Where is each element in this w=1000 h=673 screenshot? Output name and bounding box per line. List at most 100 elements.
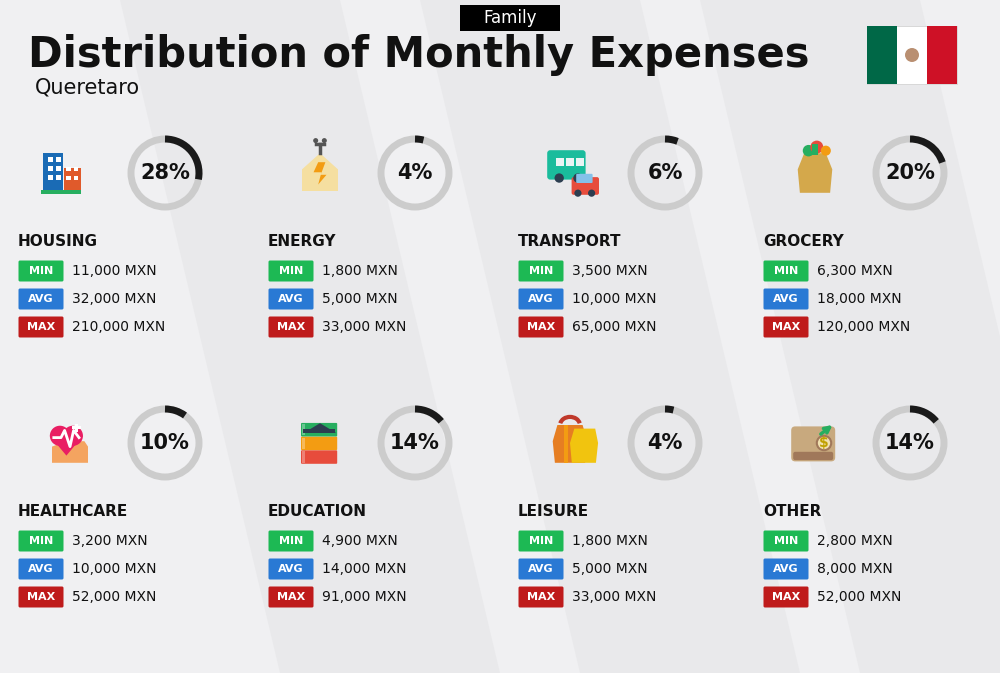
- FancyBboxPatch shape: [518, 316, 564, 337]
- Text: Family: Family: [483, 9, 537, 27]
- Text: 65,000 MXN: 65,000 MXN: [572, 320, 656, 334]
- FancyBboxPatch shape: [518, 260, 564, 281]
- Circle shape: [322, 138, 327, 143]
- FancyBboxPatch shape: [518, 530, 564, 551]
- FancyBboxPatch shape: [764, 260, 808, 281]
- FancyBboxPatch shape: [764, 530, 808, 551]
- FancyBboxPatch shape: [764, 289, 808, 310]
- Bar: [303, 429, 335, 433]
- Polygon shape: [120, 0, 500, 673]
- FancyBboxPatch shape: [268, 530, 314, 551]
- Text: 4,900 MXN: 4,900 MXN: [322, 534, 398, 548]
- Polygon shape: [314, 162, 326, 184]
- Text: 10,000 MXN: 10,000 MXN: [572, 292, 656, 306]
- Bar: [576, 158, 584, 166]
- Text: 3,200 MXN: 3,200 MXN: [72, 534, 148, 548]
- FancyBboxPatch shape: [576, 174, 593, 183]
- Circle shape: [573, 174, 583, 183]
- Text: 4%: 4%: [397, 163, 433, 183]
- Bar: [812, 144, 818, 155]
- Text: MAX: MAX: [527, 322, 555, 332]
- Text: Queretaro: Queretaro: [35, 77, 140, 97]
- Text: MIN: MIN: [29, 266, 53, 276]
- Text: 20%: 20%: [885, 163, 935, 183]
- Text: MIN: MIN: [279, 266, 303, 276]
- Text: $: $: [819, 436, 829, 450]
- FancyBboxPatch shape: [268, 316, 314, 337]
- Text: 5,000 MXN: 5,000 MXN: [572, 562, 648, 576]
- Circle shape: [821, 145, 831, 155]
- Circle shape: [803, 145, 814, 156]
- Text: MAX: MAX: [772, 592, 800, 602]
- FancyBboxPatch shape: [18, 530, 64, 551]
- Text: TRANSPORT: TRANSPORT: [518, 234, 622, 248]
- Text: EDUCATION: EDUCATION: [268, 503, 367, 518]
- FancyBboxPatch shape: [460, 5, 560, 31]
- FancyBboxPatch shape: [764, 559, 808, 579]
- Text: 10%: 10%: [140, 433, 190, 453]
- Text: MAX: MAX: [772, 322, 800, 332]
- Text: HEALTHCARE: HEALTHCARE: [18, 503, 128, 518]
- Polygon shape: [50, 436, 83, 456]
- Text: 52,000 MXN: 52,000 MXN: [817, 590, 901, 604]
- Text: MAX: MAX: [277, 322, 305, 332]
- Text: MIN: MIN: [529, 536, 553, 546]
- Text: MAX: MAX: [27, 322, 55, 332]
- Bar: [74, 176, 78, 180]
- FancyBboxPatch shape: [518, 289, 564, 310]
- Polygon shape: [304, 423, 336, 433]
- Text: MAX: MAX: [277, 592, 305, 602]
- Text: 4%: 4%: [647, 433, 683, 453]
- Bar: [556, 158, 564, 166]
- Text: MAX: MAX: [527, 592, 555, 602]
- Text: AVG: AVG: [278, 564, 304, 574]
- Text: 33,000 MXN: 33,000 MXN: [572, 590, 656, 604]
- FancyBboxPatch shape: [301, 423, 337, 436]
- FancyBboxPatch shape: [764, 316, 808, 337]
- Bar: [867, 26, 957, 84]
- FancyBboxPatch shape: [518, 586, 564, 608]
- Bar: [66, 166, 71, 171]
- Text: 120,000 MXN: 120,000 MXN: [817, 320, 910, 334]
- Bar: [56, 157, 61, 162]
- FancyBboxPatch shape: [268, 289, 314, 310]
- Circle shape: [313, 138, 318, 143]
- Text: AVG: AVG: [773, 564, 799, 574]
- Bar: [64, 168, 81, 192]
- FancyBboxPatch shape: [18, 260, 64, 281]
- Text: AVG: AVG: [528, 294, 554, 304]
- Text: 91,000 MXN: 91,000 MXN: [322, 590, 407, 604]
- Text: 6,300 MXN: 6,300 MXN: [817, 264, 893, 278]
- Polygon shape: [420, 0, 800, 673]
- Bar: [302, 452, 305, 463]
- FancyBboxPatch shape: [18, 289, 64, 310]
- Text: MIN: MIN: [774, 266, 798, 276]
- Bar: [302, 437, 305, 449]
- Text: ENERGY: ENERGY: [268, 234, 336, 248]
- FancyBboxPatch shape: [18, 559, 64, 579]
- Text: AVG: AVG: [528, 564, 554, 574]
- Polygon shape: [302, 153, 338, 191]
- Polygon shape: [570, 429, 598, 463]
- Text: 14%: 14%: [885, 433, 935, 453]
- FancyBboxPatch shape: [518, 559, 564, 579]
- FancyBboxPatch shape: [268, 260, 314, 281]
- Text: 2,800 MXN: 2,800 MXN: [817, 534, 893, 548]
- Text: 32,000 MXN: 32,000 MXN: [72, 292, 156, 306]
- Text: 28%: 28%: [140, 163, 190, 183]
- FancyBboxPatch shape: [764, 586, 808, 608]
- Text: MIN: MIN: [529, 266, 553, 276]
- Text: 1,800 MXN: 1,800 MXN: [322, 264, 398, 278]
- Circle shape: [50, 426, 70, 446]
- Text: MAX: MAX: [27, 592, 55, 602]
- Text: MIN: MIN: [774, 536, 798, 546]
- FancyBboxPatch shape: [547, 150, 586, 180]
- Bar: [566, 158, 574, 166]
- FancyBboxPatch shape: [301, 450, 337, 464]
- FancyBboxPatch shape: [572, 177, 599, 194]
- Bar: [74, 166, 78, 171]
- Text: 33,000 MXN: 33,000 MXN: [322, 320, 406, 334]
- Bar: [867, 26, 897, 84]
- Text: 5,000 MXN: 5,000 MXN: [322, 292, 398, 306]
- Text: AVG: AVG: [773, 294, 799, 304]
